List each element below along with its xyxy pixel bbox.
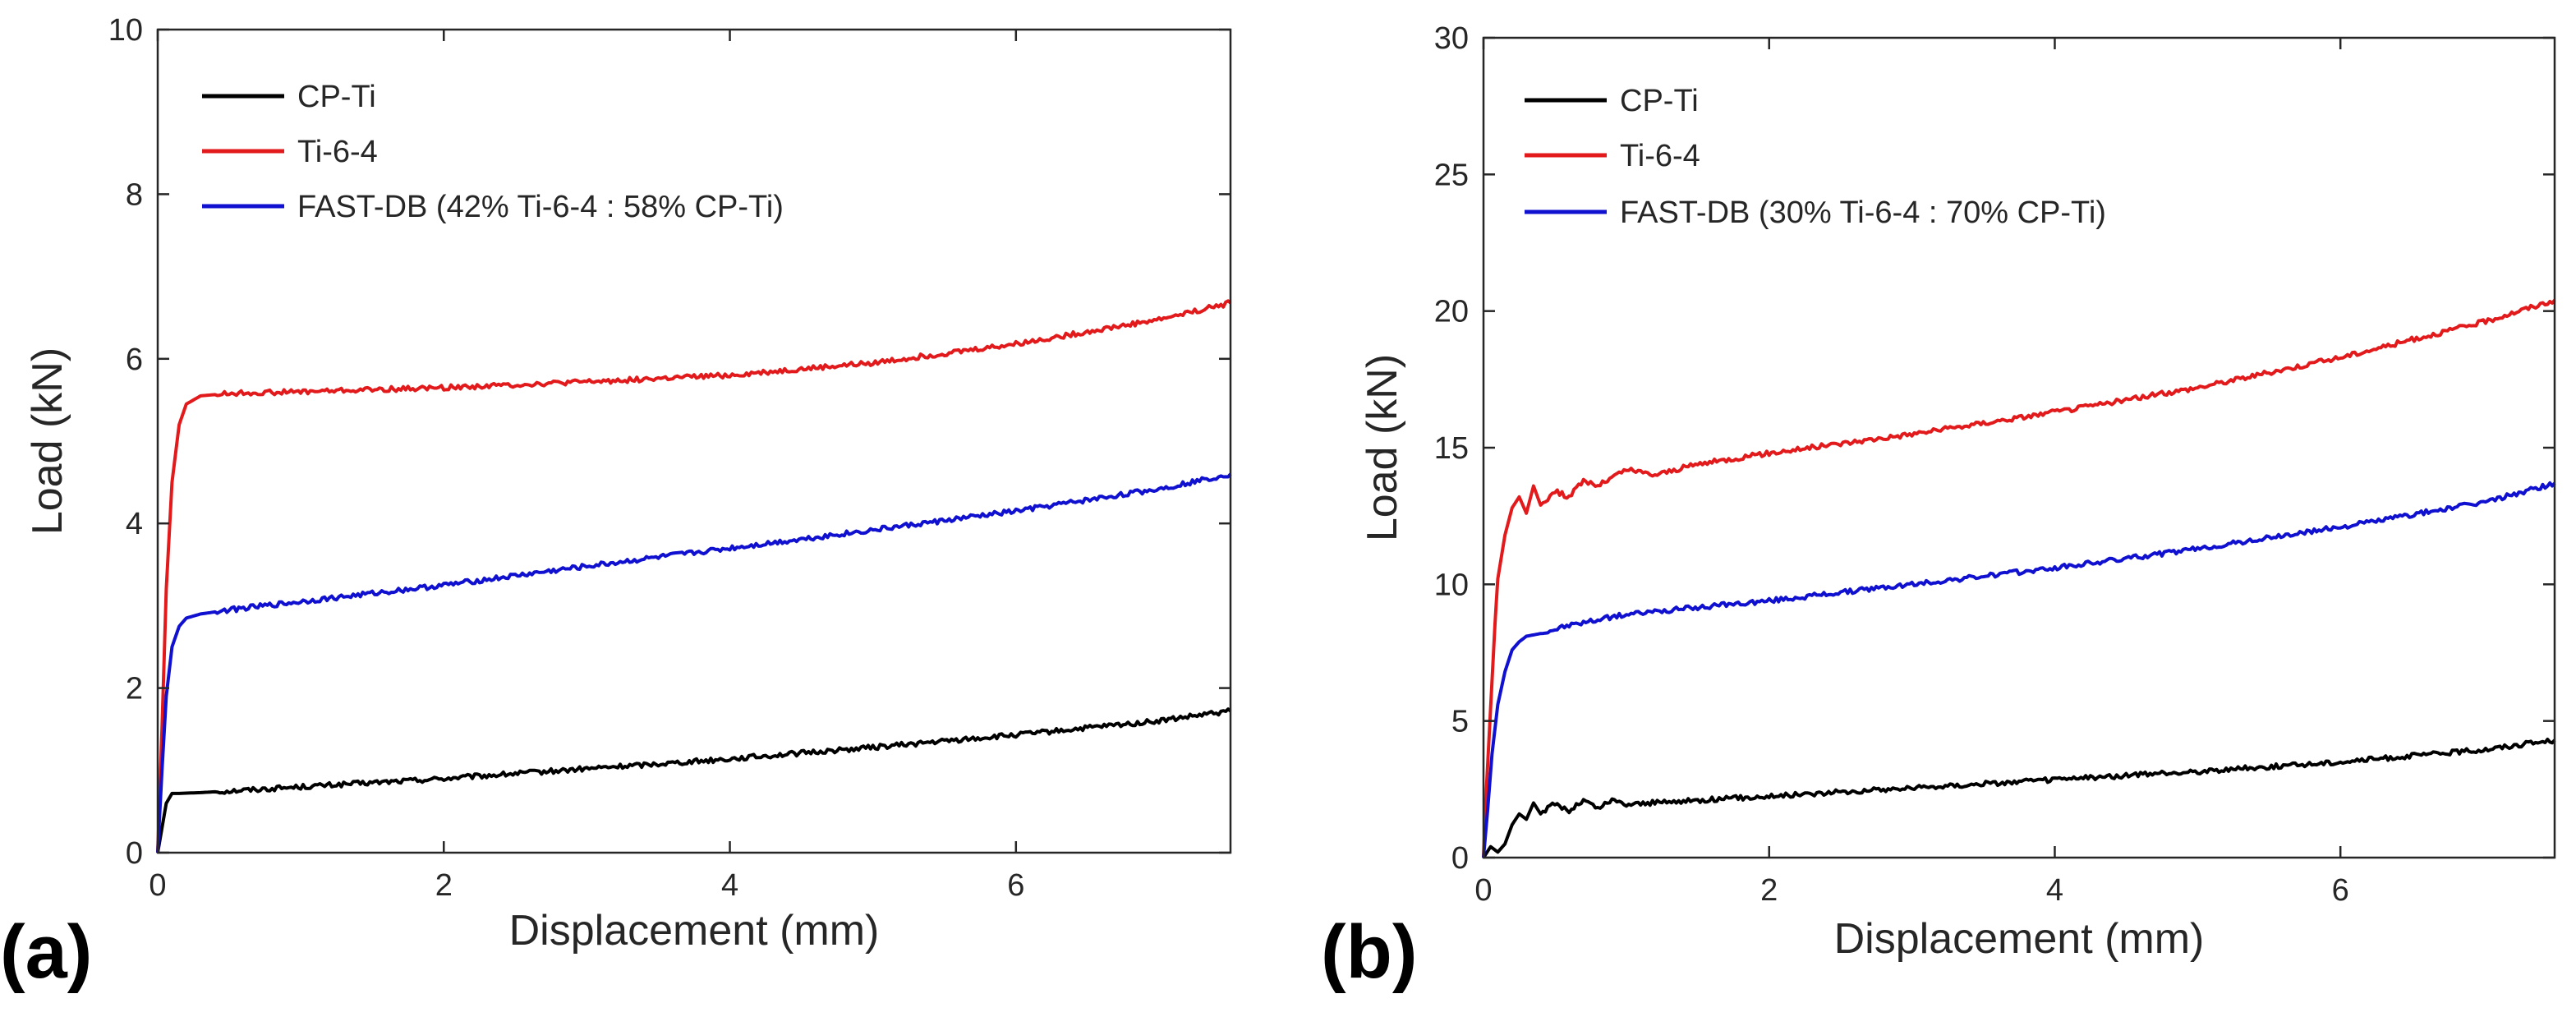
- panel-b-legend-box: [1511, 70, 2317, 236]
- panel-b-legend-label-fast-db: FAST-DB (30% Ti-6-4 : 70% CP-Ti): [1620, 196, 2106, 230]
- panel-b-y-tick-label: 20: [1434, 295, 1469, 329]
- panel-b-series-group: [1482, 299, 2556, 859]
- panel-a-x-tick-label: 4: [721, 868, 738, 903]
- panel-a-legend-box: [190, 65, 996, 231]
- panel-b-y-tick-label: 15: [1434, 431, 1469, 466]
- panel-a-letter: (a): [0, 910, 92, 994]
- panel-a-y-tick-label: 2: [126, 672, 143, 706]
- panel-a-axes-box: [156, 28, 1232, 854]
- panel-b-x-tick-label: 4: [2046, 873, 2063, 908]
- panel-a-legend: CP-Ti Ti-6-4 FAST-DB (42% Ti-6-4 : 58% C…: [190, 65, 996, 231]
- panel-a: 0 2 4 6 0 2 4 6 8 10 CP-Ti Ti-6-4 FAST-DB (42% Ti…: [0, 13, 1232, 994]
- panel-a-x-tick-label: 2: [435, 868, 453, 903]
- panel-a-y-tick-label: 8: [126, 177, 143, 212]
- panel-b: 0 2 4 6 0 5 10 15 20 25 30 CP-Ti Ti-6-4 FAST-DB (3…: [1321, 21, 2556, 994]
- panel-a-y-axis-label: Load (kN): [24, 347, 71, 535]
- panel-b-y-tick-label: 5: [1451, 705, 1469, 739]
- panel-a-series-group: [156, 299, 1232, 853]
- panel-a-x-tick-label: 0: [149, 868, 166, 903]
- panel-b-y-tick-label: 0: [1451, 841, 1469, 876]
- panel-a-legend-label-fast-db: FAST-DB (42% Ti-6-4 : 58% CP-Ti): [297, 190, 784, 224]
- panel-b-series-line-cp-ti: [1482, 738, 2556, 859]
- panel-b-legend-label-cp-ti: CP-Ti: [1620, 84, 1699, 118]
- panel-b-letter: (b): [1321, 910, 1417, 994]
- panel-a-ticks: 0 2 4 6 0 2 4 6 8 10: [108, 13, 1230, 903]
- panel-b-x-tick-label: 2: [1760, 873, 1778, 908]
- panel-b-x-tick-label: 6: [2332, 873, 2349, 908]
- panel-a-y-tick-label: 4: [126, 507, 143, 541]
- panel-b-x-axis-label: Displacement (mm): [1834, 915, 2205, 963]
- panel-b-series-line-fast-db-30-ti-6-4-70-cp-ti: [1482, 481, 2556, 858]
- panel-b-legend-label-ti-6-4: Ti-6-4: [1620, 139, 1700, 173]
- panel-b-y-tick-label: 25: [1434, 158, 1469, 192]
- panel-a-legend-label-cp-ti: CP-Ti: [297, 80, 376, 114]
- panel-b-legend: CP-Ti Ti-6-4 FAST-DB (30% Ti-6-4 : 70% C…: [1511, 70, 2317, 236]
- panel-b-y-tick-label: 30: [1434, 21, 1469, 56]
- panel-b-x-tick-label: 0: [1474, 873, 1492, 908]
- panel-b-y-axis-label: Load (kN): [1359, 354, 1406, 541]
- panel-a-x-tick-label: 6: [1007, 868, 1024, 903]
- panel-a-y-tick-label: 10: [108, 13, 143, 48]
- panel-a-x-axis-label: Displacement (mm): [509, 907, 880, 955]
- panel-b-ticks: 0 2 4 6 0 5 10 15 20 25 30: [1434, 21, 2555, 908]
- panel-a-series-line-cp-ti: [156, 707, 1232, 853]
- panel-a-series-line-fast-db-42-ti-6-4-58-cp-ti: [156, 472, 1232, 853]
- panel-a-legend-label-ti-6-4: Ti-6-4: [297, 135, 378, 169]
- panel-a-series-line-ti-6-4: [156, 299, 1232, 853]
- panel-a-y-tick-label: 6: [126, 343, 143, 377]
- panel-a-y-tick-label: 0: [126, 836, 143, 871]
- panel-b-y-tick-label: 10: [1434, 568, 1469, 602]
- panel-b-series-line-ti-6-4: [1482, 299, 2556, 858]
